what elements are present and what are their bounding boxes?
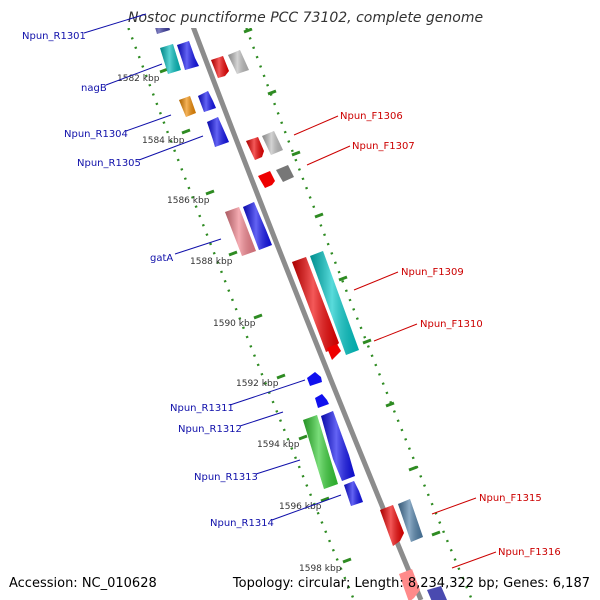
ruler-tick (314, 212, 324, 219)
label-leader (353, 271, 399, 291)
ruler-tick (228, 250, 238, 257)
label-leader (271, 494, 342, 521)
ruler-tick (267, 89, 277, 96)
label-leader (306, 145, 351, 166)
label-leader (373, 323, 418, 342)
inner-ruler-track (127, 28, 356, 600)
gene-label[interactable]: Npun_F1315 (479, 493, 542, 504)
forward-strand-genes (211, 50, 423, 600)
gene-npun-f1307b[interactable] (276, 165, 294, 182)
genome-summary-text: Topology: circular; Length: 8,234,322 bp… (232, 576, 590, 591)
gene-npun-f1315-shade (380, 505, 404, 546)
label-leader (174, 238, 222, 255)
gene-label[interactable]: Npun_R1314 (210, 518, 274, 529)
gene-label[interactable]: Npun_R1301 (22, 31, 86, 42)
ruler-tick (362, 338, 372, 345)
gene-npun-r1313-shade (303, 415, 338, 489)
ruler-tick (181, 128, 191, 135)
gene-npun-f1306b-shade (262, 131, 283, 155)
gene-npun-r1304-shade (179, 96, 196, 117)
reverse-gene-labels: Npun_R1301 nagB Npun_R1304 Npun_R1305 ga… (22, 31, 274, 529)
gene-npun-r1308-shade (225, 207, 256, 256)
gene-npun-f1309b[interactable] (327, 344, 341, 360)
gene-npun-f1310-shade (310, 251, 359, 355)
gene-npun-r1314-shade (344, 481, 363, 506)
ruler-tick (298, 434, 308, 441)
tick-label: 1584 kbp (142, 136, 185, 146)
gene-label[interactable]: Npun_F1310 (420, 319, 483, 330)
gene-npun-r1301-shade (160, 44, 181, 74)
gene-label[interactable]: Npun_R1313 (194, 472, 258, 483)
gene-npun-r1311[interactable] (307, 372, 322, 386)
label-leader (125, 114, 172, 132)
gene-label[interactable]: Npun_R1311 (170, 403, 234, 414)
gene-npun-f1302-shade (211, 56, 229, 78)
ruler-tick (408, 465, 418, 472)
ruler-tick (205, 189, 215, 196)
gene-label[interactable]: Npun_R1304 (64, 129, 128, 140)
forward-gene-labels: Npun_F1306 Npun_F1307 Npun_F1309 Npun_F1… (340, 111, 561, 558)
ruler-tick (385, 401, 395, 408)
label-leader (83, 13, 147, 34)
map-title: Nostoc punctiforme PCC 73102, complete g… (128, 10, 483, 26)
tick-label: 1590 kbp (213, 319, 256, 329)
outer-ruler-track (245, 28, 474, 600)
gene-npun-r1305-shade (207, 117, 229, 147)
forward-label-leaders (293, 115, 497, 569)
ruler-ticks (159, 28, 441, 564)
ruler-tick (342, 557, 352, 564)
gene-gata-shade (243, 202, 272, 250)
reverse-label-leaders (83, 13, 342, 521)
gene-npun-r1312[interactable] (315, 394, 329, 408)
gene-label[interactable]: Npun_F1306 (340, 111, 403, 122)
gene-label[interactable]: Npun_F1316 (498, 547, 561, 558)
tick-label: 1592 kbp (236, 379, 279, 389)
gene-npun-f1309-shade (292, 257, 339, 352)
ruler-tick (431, 530, 441, 537)
tick-label: 1594 kbp (257, 440, 300, 450)
ruler-tick (253, 313, 263, 320)
tick-label: 1588 kbp (190, 257, 233, 267)
ruler-tick (320, 496, 330, 503)
gene-label[interactable]: Npun_F1307 (352, 141, 415, 152)
tick-label: 1598 kbp (299, 564, 342, 574)
gene-npun-f1315b-shade (398, 499, 423, 542)
gene-npun-f1307[interactable] (258, 171, 275, 188)
gene-npun-f1306-shade (246, 137, 264, 160)
label-leader (138, 135, 204, 161)
tick-label: 1582 kbp (117, 74, 160, 84)
label-leader (229, 379, 306, 406)
gene-npun-r1300-shade (155, 28, 170, 34)
tick-label: 1596 kbp (279, 502, 322, 512)
gene-npun-r1317[interactable] (427, 586, 447, 600)
gene-nagb-shade (177, 41, 199, 70)
gene-label[interactable]: gatA (150, 253, 173, 264)
label-leader (105, 63, 163, 86)
reverse-strand-genes (155, 28, 447, 600)
gene-label[interactable]: nagB (81, 83, 107, 94)
label-leader (451, 551, 497, 569)
label-leader (431, 497, 477, 515)
label-leader (255, 459, 301, 475)
gene-label[interactable]: Npun_R1305 (77, 158, 141, 169)
ruler-tick (338, 275, 348, 282)
tick-label: 1586 kbp (167, 196, 210, 206)
label-leader (293, 115, 339, 136)
gene-npun-f1316[interactable] (399, 569, 420, 600)
gene-label[interactable]: Npun_F1309 (401, 267, 464, 278)
label-leader (239, 411, 284, 427)
gene-npun-f1303-shade (228, 50, 249, 74)
ruler-tick (291, 150, 301, 157)
ruler-labels: 1580 kbp 1582 kbp 1584 kbp 1586 kbp 1588… (117, 74, 342, 574)
gene-label[interactable]: Npun_R1312 (178, 424, 242, 435)
gene-npun-r1313b-shade (321, 411, 355, 481)
ruler-tick (276, 373, 286, 380)
gene-npun-r1304b-shade (198, 91, 216, 112)
accession-text: Accession: NC_010628 (9, 576, 157, 591)
ruler-tick (243, 28, 253, 34)
